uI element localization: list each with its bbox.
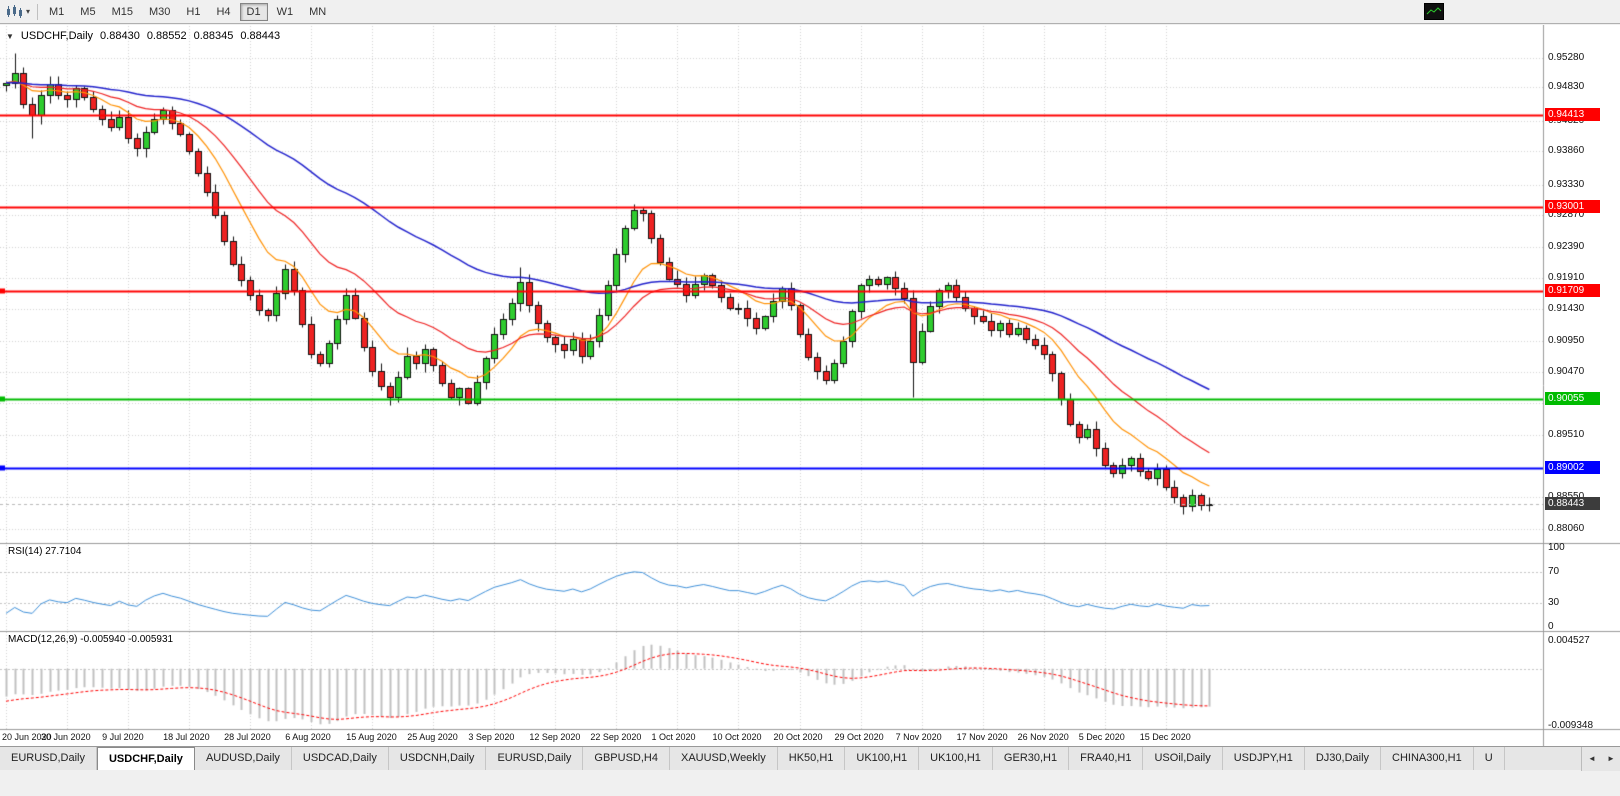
hline-price-label[interactable]: 0.91709 <box>1545 284 1600 298</box>
date-axis-label: 29 Oct 2020 <box>834 732 884 742</box>
chart-tab-eurusd-daily[interactable]: EURUSD,Daily <box>486 747 584 770</box>
macd-max-label: 0.004527 <box>1548 635 1590 646</box>
chart-tab-hk50-h1[interactable]: HK50,H1 <box>778 747 846 770</box>
price-tick-label: 0.88550 <box>1548 491 1584 502</box>
rsi-level-label: 100 <box>1548 542 1565 553</box>
date-axis-label: 12 Sep 2020 <box>529 732 581 742</box>
date-axis-label: 18 Jul 2020 <box>163 732 210 742</box>
current-price-label: 0.88443 <box>1545 497 1600 511</box>
chart-tab-china300-h1[interactable]: CHINA300,H1 <box>1381 747 1474 770</box>
rsi-level-label: 70 <box>1548 565 1560 577</box>
tab-scroll-controls: ◄ ► <box>1581 747 1620 771</box>
candlestick-chart-icon <box>7 4 22 18</box>
chart-tab-audusd-daily[interactable]: AUDUSD,Daily <box>195 747 292 770</box>
chart-tab-usdcad-daily[interactable]: USDCAD,Daily <box>292 747 389 770</box>
timeframe-button-m30[interactable]: M30 <box>142 3 177 21</box>
timeframe-button-h1[interactable]: H1 <box>179 3 207 21</box>
date-axis-label: 3 Sep 2020 <box>468 732 515 742</box>
chart-tab-uk100-h1[interactable]: UK100,H1 <box>919 747 993 770</box>
chart-tab-ger30-h1[interactable]: GER30,H1 <box>993 747 1070 770</box>
date-axis-label: 20 Oct 2020 <box>773 732 823 742</box>
price-tick-label: 0.92870 <box>1548 209 1585 221</box>
tabs-container: EURUSD,Daily USDCHF,Daily AUDUSD,Daily USDC… <box>0 747 1505 771</box>
chart-tab-usdchf-daily[interactable]: USDCHF,Daily <box>96 747 195 771</box>
date-axis-label: 10 Oct 2020 <box>712 732 762 742</box>
price-tick-label: 0.93860 <box>1548 144 1585 156</box>
price-tick-label: 0.91910 <box>1548 271 1585 283</box>
chart-tab-dj30-daily[interactable]: DJ30,Daily <box>1305 747 1382 770</box>
rsi-level-label: 30 <box>1548 597 1560 609</box>
date-axis-label: 9 Jul 2020 <box>102 732 144 742</box>
date-axis-label: 30 Jun 2020 <box>41 732 91 742</box>
ohlc-close: 0.88443 <box>240 30 281 42</box>
chart-tab-fra40-h1[interactable]: FRA40,H1 <box>1069 747 1144 770</box>
chart-tab-uk100-h1[interactable]: UK100,H1 <box>845 747 920 770</box>
date-axis-label: 6 Aug 2020 <box>285 732 331 742</box>
date-axis-label: 1 Oct 2020 <box>651 732 696 742</box>
timeframe-button-mn[interactable]: MN <box>302 3 333 21</box>
date-axis-label: 5 Dec 2020 <box>1078 732 1125 742</box>
chart-tab-usdjpy-h1[interactable]: USDJPY,H1 <box>1223 747 1305 770</box>
hline-price-label[interactable]: 0.94413 <box>1545 107 1600 121</box>
toolbar-separator <box>37 3 39 20</box>
ohlc-high: 0.88552 <box>146 30 187 42</box>
tabs-scroll-left-button[interactable]: ◄ <box>1582 747 1601 770</box>
ohlc-low: 0.88345 <box>193 30 234 42</box>
price-tick-label: 0.90950 <box>1548 334 1585 346</box>
price-tick-label: 0.93330 <box>1548 179 1585 191</box>
timeframe-buttons: M1 M5 M15 M30 H1 H4 D1 W1 MN <box>42 2 333 21</box>
chart-tab-gbpusd-h4[interactable]: GBPUSD,H4 <box>583 747 670 770</box>
rsi-indicator-label: RSI(14) 27.7104 <box>8 546 82 557</box>
chart-symbol-label: USDCHF,Daily <box>20 30 94 42</box>
chart-symbol-ohlc: ▼ USDCHF,Daily 0.88430 0.88552 0.88345 0… <box>6 30 280 42</box>
date-axis-label: 20 Jun 2020 <box>2 732 52 742</box>
expander-arrow-icon[interactable]: ▼ <box>6 31 14 41</box>
hline-price-label[interactable]: 0.93001 <box>1545 199 1600 213</box>
mini-chart-thumbnail-button[interactable] <box>1424 3 1444 20</box>
timeframe-button-w1[interactable]: W1 <box>270 3 301 21</box>
hline-price-label[interactable]: 0.89002 <box>1545 460 1600 474</box>
price-tick-label: 0.91430 <box>1548 303 1585 315</box>
date-axis-label: 15 Aug 2020 <box>346 732 397 742</box>
macd-min-label: -0.009348 <box>1548 720 1594 731</box>
date-axis-label: 25 Aug 2020 <box>407 732 458 742</box>
price-tick-label: 0.89510 <box>1548 428 1585 440</box>
rsi-level-label: 0 <box>1548 621 1554 632</box>
tabs-scroll-right-button[interactable]: ► <box>1601 747 1620 770</box>
hline-price-label[interactable]: 0.90055 <box>1545 392 1600 406</box>
price-tick-label: 0.90470 <box>1548 365 1585 377</box>
price-chart-canvas[interactable] <box>0 25 1620 746</box>
timeframe-button-d1[interactable]: D1 <box>239 2 268 21</box>
chart-tab-xauusd-weekly[interactable]: XAUUSD,Weekly <box>670 747 778 770</box>
date-axis-label: 22 Sep 2020 <box>590 732 642 742</box>
price-tick-label: 0.95280 <box>1548 51 1585 63</box>
chart-window: ▼ USDCHF,Daily 0.88430 0.88552 0.88345 0… <box>0 25 1620 746</box>
date-axis-label: 17 Nov 2020 <box>956 732 1008 742</box>
price-tick-label: 0.92390 <box>1548 240 1585 252</box>
macd-indicator-label: MACD(12,26,9) -0.005940 -0.005931 <box>8 634 174 645</box>
timeframe-button-m15[interactable]: M15 <box>105 3 140 21</box>
bottom-strip <box>0 770 1620 796</box>
date-axis-label: 7 Nov 2020 <box>895 732 942 742</box>
chart-tab-eurusd-daily[interactable]: EURUSD,Daily <box>0 747 97 770</box>
dropdown-caret-icon[interactable]: ▾ <box>26 7 31 16</box>
date-axis-label: 15 Dec 2020 <box>1139 732 1191 742</box>
price-tick-label: 0.94830 <box>1548 81 1585 93</box>
chart-tab-u[interactable]: U <box>1474 747 1505 770</box>
chart-tab-usoil-daily[interactable]: USOil,Daily <box>1143 747 1223 770</box>
mini-chart-line-icon <box>1426 7 1442 15</box>
chart-tab-usdcnh-daily[interactable]: USDCNH,Daily <box>389 747 487 770</box>
chart-tab-bar: EURUSD,Daily USDCHF,Daily AUDUSD,Daily USDC… <box>0 746 1620 771</box>
ohlc-open: 0.88430 <box>100 30 140 42</box>
timeframe-button-h4[interactable]: H4 <box>209 3 237 21</box>
chart-type-icon[interactable] <box>4 3 26 21</box>
timeframe-button-m1[interactable]: M1 <box>42 3 71 21</box>
top-toolbar: ▾ M1 M5 M15 M30 H1 H4 D1 W1 MN <box>0 0 1620 24</box>
timeframe-button-m5[interactable]: M5 <box>73 3 102 21</box>
date-axis-label: 26 Nov 2020 <box>1017 732 1069 742</box>
date-axis-label: 28 Jul 2020 <box>224 732 271 742</box>
price-tick-label: 0.88060 <box>1548 523 1585 535</box>
